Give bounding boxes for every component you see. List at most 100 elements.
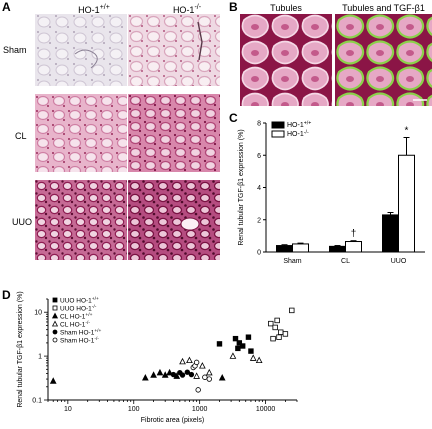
data-point xyxy=(282,331,289,337)
data-point xyxy=(202,374,208,380)
data-point xyxy=(278,329,284,335)
data-point xyxy=(199,362,206,369)
y-axis-label: Renal tubular TGF-β1 expression (%) xyxy=(238,129,245,245)
y-tick-label: 0.1 xyxy=(32,398,42,405)
bar xyxy=(329,245,346,253)
panel-a-col-title-ko: HO-1-/- xyxy=(155,3,219,15)
x-tick-label: 1000 xyxy=(192,406,208,413)
legend-swatch xyxy=(271,121,285,129)
data-point xyxy=(179,357,186,365)
tubules-tgf-texture xyxy=(335,14,432,106)
data-point xyxy=(289,307,295,314)
panel-a-row-label-sham: Sham xyxy=(3,45,27,55)
x-tick-label: Sham xyxy=(283,258,301,265)
legend-label: CL HO-1+/+ xyxy=(60,312,93,321)
histology-texture xyxy=(35,180,127,260)
panel-a-row-label-cl: CL xyxy=(15,131,27,141)
legend-label: Sham HO-1+/+ xyxy=(60,328,102,337)
legend-label: HO-1-/- xyxy=(287,130,309,139)
histology-cl-wt xyxy=(35,94,127,172)
legend-marker xyxy=(51,320,59,327)
col-title-sup: +/+ xyxy=(99,4,110,11)
histology-texture xyxy=(128,14,220,86)
panel-letter-b: B xyxy=(229,0,238,14)
data-point xyxy=(268,320,274,327)
data-point xyxy=(245,334,252,340)
data-point xyxy=(249,354,257,361)
data-point xyxy=(156,368,164,376)
y-tick-label: 0 xyxy=(257,250,261,257)
histology-cl-ko xyxy=(128,94,220,172)
data-point xyxy=(236,340,243,346)
col-title-sup: -/- xyxy=(194,4,202,11)
data-point xyxy=(193,359,200,366)
data-point xyxy=(49,377,57,384)
panel-a-row-label-uuo: UUO xyxy=(12,217,32,227)
histology-sham-wt xyxy=(35,14,127,86)
y-tick-label: 2 xyxy=(257,217,261,224)
data-point xyxy=(179,372,186,378)
y-axis-label: Renal tubular TGF-β1 expression (%) xyxy=(17,291,24,407)
y-tick-label: 4 xyxy=(257,185,261,192)
panel-letter-a: A xyxy=(2,0,11,14)
panel-b-title-tubules: Tubules xyxy=(270,3,302,13)
legend-label: UUO HO-1+/+ xyxy=(60,296,99,305)
histology-uuo-wt xyxy=(35,180,127,260)
scatter-tgf-vs-fibrosis: 10 100 1000 10000 0.1 1 10 Fibrotic area (pixel… xyxy=(17,291,298,424)
y-tick-label: 6 xyxy=(257,153,261,160)
data-point xyxy=(141,374,149,381)
data-point xyxy=(161,371,169,378)
legend-marker xyxy=(51,312,59,319)
histology-texture xyxy=(35,14,127,86)
histology-texture xyxy=(35,94,127,172)
legend-swatch xyxy=(271,130,285,138)
significance-mark: * xyxy=(405,126,409,137)
histology-texture xyxy=(128,180,220,260)
data-point xyxy=(255,356,263,364)
bar xyxy=(382,214,399,253)
legend-label: CL HO-1-/- xyxy=(60,320,90,329)
x-axis-label: Fibrotic area (pixels) xyxy=(141,417,204,424)
bar-chart-tgf-expression: 0 2 4 6 8 Renal tubular TGF-β1 expression (%)… xyxy=(238,121,425,265)
data-point xyxy=(216,341,223,347)
data-point xyxy=(235,345,241,352)
bar xyxy=(398,154,415,253)
data-point xyxy=(193,372,200,379)
data-point xyxy=(206,376,212,382)
legend-marker xyxy=(52,297,58,303)
legend-label: HO-1+/+ xyxy=(287,121,311,130)
data-point xyxy=(205,368,213,376)
bar xyxy=(276,245,293,253)
bar xyxy=(292,243,309,253)
y-tick-label: 1 xyxy=(38,354,42,361)
legend-marker xyxy=(52,329,58,335)
col-title-base: HO-1 xyxy=(172,5,195,15)
x-tick-label: 10 xyxy=(64,406,72,413)
legend-label: Sham HO-1-/- xyxy=(60,336,99,345)
y-tick-label: 8 xyxy=(257,121,261,128)
panel-letter-c: C xyxy=(229,111,238,125)
x-tick-label: 100 xyxy=(128,406,140,413)
data-point xyxy=(272,324,278,331)
legend-label: UUO HO-1-/- xyxy=(60,304,97,313)
data-point xyxy=(218,374,226,381)
legend-marker xyxy=(52,337,58,343)
histology-sham-ko xyxy=(128,14,220,86)
data-point xyxy=(270,335,276,342)
data-point xyxy=(170,371,177,378)
y-tick-label: 10 xyxy=(34,310,42,317)
histology-uuo-ko xyxy=(128,180,220,260)
tubules-texture xyxy=(240,14,332,106)
data-point xyxy=(184,369,191,375)
panel-b-title-tubules-tgf: Tubules and TGF-β1 xyxy=(342,3,425,13)
panel-letter-d: D xyxy=(2,288,11,302)
data-point xyxy=(150,371,157,378)
tubules-tgf-image xyxy=(335,14,432,106)
panel-a-col-title-wt: HO-1+/+ xyxy=(62,3,126,15)
col-title-base: HO-1 xyxy=(78,5,100,15)
data-point xyxy=(229,352,237,359)
data-point xyxy=(232,335,239,342)
x-tick-label: UUO xyxy=(391,258,407,265)
x-tick-label: 10000 xyxy=(256,406,276,413)
bar xyxy=(345,241,362,253)
